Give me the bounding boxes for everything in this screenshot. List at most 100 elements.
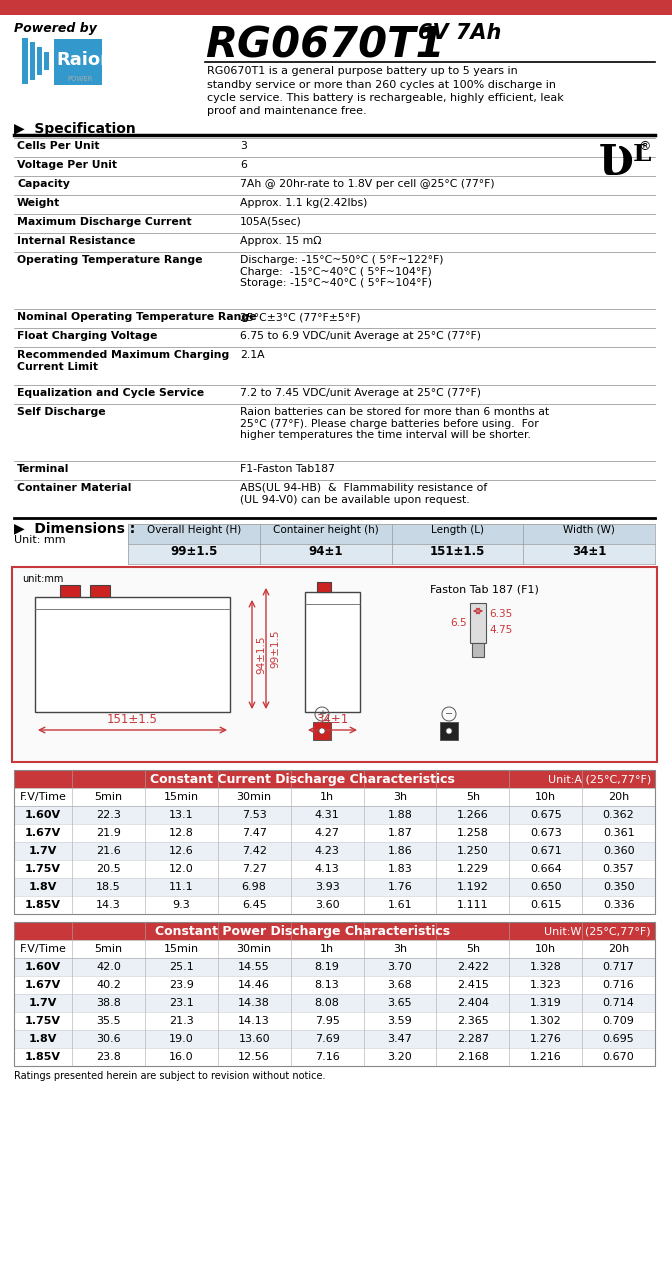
Text: 99±1.5: 99±1.5 bbox=[270, 630, 280, 668]
Text: Raion: Raion bbox=[56, 51, 113, 69]
Bar bbox=[14, 860, 655, 878]
Text: 14.38: 14.38 bbox=[239, 998, 270, 1009]
Text: Faston Tab 187 (F1): Faston Tab 187 (F1) bbox=[430, 585, 539, 595]
Text: 13.60: 13.60 bbox=[239, 1034, 270, 1044]
Text: Discharge: -15°C~50°C ( 5°F~122°F)
Charge:  -15°C~40°C ( 5°F~104°F)
Storage: -15: Discharge: -15°C~50°C ( 5°F~122°F) Charg… bbox=[240, 255, 444, 288]
Bar bbox=[60, 585, 80, 596]
Text: 30min: 30min bbox=[237, 792, 271, 803]
Text: 0.709: 0.709 bbox=[603, 1016, 634, 1027]
Bar bbox=[14, 922, 655, 940]
Text: 7Ah @ 20hr-rate to 1.8V per cell @25°C (77°F): 7Ah @ 20hr-rate to 1.8V per cell @25°C (… bbox=[240, 179, 495, 189]
Text: Operating Temperature Range: Operating Temperature Range bbox=[17, 255, 202, 265]
Text: −: − bbox=[445, 709, 453, 719]
Text: 7.95: 7.95 bbox=[314, 1016, 339, 1027]
Text: Width (W): Width (W) bbox=[563, 525, 615, 535]
Text: Capacity: Capacity bbox=[17, 179, 70, 189]
Text: 3.65: 3.65 bbox=[388, 998, 412, 1009]
Text: 7.42: 7.42 bbox=[242, 846, 267, 856]
Text: 1.266: 1.266 bbox=[457, 810, 489, 820]
Text: 40.2: 40.2 bbox=[96, 980, 121, 989]
Text: 1.86: 1.86 bbox=[388, 846, 413, 856]
Text: 1.111: 1.111 bbox=[457, 900, 489, 910]
Bar bbox=[30, 42, 35, 79]
Text: 3.20: 3.20 bbox=[388, 1052, 413, 1062]
Text: 151±1.5: 151±1.5 bbox=[429, 545, 485, 558]
Text: 0.716: 0.716 bbox=[603, 980, 634, 989]
Bar bbox=[14, 896, 655, 914]
Bar bbox=[54, 38, 102, 84]
Text: ®: ® bbox=[638, 140, 650, 154]
Text: Ʋᴸ: Ʋᴸ bbox=[597, 142, 653, 184]
Text: 25.1: 25.1 bbox=[169, 963, 194, 972]
Text: 3.93: 3.93 bbox=[314, 882, 339, 892]
Text: 21.9: 21.9 bbox=[96, 828, 121, 838]
Bar bbox=[12, 567, 657, 762]
Text: 2.422: 2.422 bbox=[457, 963, 489, 972]
Text: 15min: 15min bbox=[164, 792, 199, 803]
Text: 1.276: 1.276 bbox=[530, 1034, 562, 1044]
Text: 7.53: 7.53 bbox=[242, 810, 267, 820]
Text: Equalization and Cycle Service: Equalization and Cycle Service bbox=[17, 388, 204, 398]
Text: 14.3: 14.3 bbox=[96, 900, 121, 910]
Bar bbox=[14, 975, 655, 995]
Text: Unit:W (25°C,77°F): Unit:W (25°C,77°F) bbox=[544, 925, 651, 936]
Text: 0.673: 0.673 bbox=[530, 828, 562, 838]
Text: 1.87: 1.87 bbox=[388, 828, 413, 838]
Text: 7.16: 7.16 bbox=[314, 1052, 339, 1062]
Text: 6: 6 bbox=[240, 160, 247, 170]
Text: 1.192: 1.192 bbox=[457, 882, 489, 892]
Text: 2.168: 2.168 bbox=[457, 1052, 489, 1062]
Text: 4.23: 4.23 bbox=[314, 846, 339, 856]
Text: 23.9: 23.9 bbox=[169, 980, 194, 989]
Text: 14.13: 14.13 bbox=[239, 1016, 270, 1027]
Text: 20h: 20h bbox=[608, 945, 629, 954]
Text: 105A(5sec): 105A(5sec) bbox=[240, 218, 302, 227]
Bar bbox=[14, 842, 655, 860]
Text: ABS(UL 94-HB)  &  Flammability resistance of
(UL 94-V0) can be available upon re: ABS(UL 94-HB) & Flammability resistance … bbox=[240, 483, 487, 504]
Text: 1.76: 1.76 bbox=[388, 882, 413, 892]
Text: 0.664: 0.664 bbox=[530, 864, 562, 874]
Text: Container height (h): Container height (h) bbox=[273, 525, 378, 535]
Text: Constant Power Discharge Characteristics: Constant Power Discharge Characteristics bbox=[155, 924, 450, 937]
Text: ▶  Specification: ▶ Specification bbox=[14, 122, 136, 136]
Text: 1.8V: 1.8V bbox=[29, 1034, 57, 1044]
Text: 13.1: 13.1 bbox=[169, 810, 194, 820]
Bar bbox=[14, 824, 655, 842]
Text: 5h: 5h bbox=[466, 792, 480, 803]
Text: 2.404: 2.404 bbox=[457, 998, 489, 1009]
Text: proof and maintenance free.: proof and maintenance free. bbox=[207, 106, 367, 116]
Text: F.V/Time: F.V/Time bbox=[19, 945, 67, 954]
Bar bbox=[128, 544, 655, 564]
Text: 0.361: 0.361 bbox=[603, 828, 634, 838]
Text: Container Material: Container Material bbox=[17, 483, 131, 493]
Bar bbox=[44, 52, 49, 70]
Text: 0.350: 0.350 bbox=[603, 882, 634, 892]
Text: 34±1: 34±1 bbox=[572, 545, 606, 558]
Text: Constant Current Discharge Characteristics: Constant Current Discharge Characteristi… bbox=[150, 773, 455, 786]
Text: 3.59: 3.59 bbox=[388, 1016, 413, 1027]
Bar bbox=[313, 722, 331, 740]
Text: 3: 3 bbox=[240, 141, 247, 151]
Text: cycle service. This battery is rechargeable, highly efficient, leak: cycle service. This battery is rechargea… bbox=[207, 93, 564, 102]
Bar bbox=[14, 940, 655, 957]
Text: Overall Height (H): Overall Height (H) bbox=[146, 525, 241, 535]
Text: 94±1.5: 94±1.5 bbox=[256, 635, 266, 673]
Text: 1.67V: 1.67V bbox=[25, 980, 61, 989]
Text: 1.75V: 1.75V bbox=[25, 864, 61, 874]
Text: 1.319: 1.319 bbox=[530, 998, 562, 1009]
Text: 21.3: 21.3 bbox=[169, 1016, 194, 1027]
Text: 38.8: 38.8 bbox=[96, 998, 121, 1009]
Text: Cells Per Unit: Cells Per Unit bbox=[17, 141, 99, 151]
Text: 1.216: 1.216 bbox=[530, 1052, 562, 1062]
Text: 4.75: 4.75 bbox=[489, 625, 512, 635]
Text: 1.75V: 1.75V bbox=[25, 1016, 61, 1027]
Text: 25°C±3°C (77°F±5°F): 25°C±3°C (77°F±5°F) bbox=[240, 312, 361, 323]
Bar bbox=[14, 878, 655, 896]
Text: 42.0: 42.0 bbox=[96, 963, 121, 972]
Text: 3h: 3h bbox=[393, 945, 407, 954]
Bar bbox=[305, 591, 360, 712]
Text: 7.69: 7.69 bbox=[314, 1034, 339, 1044]
Text: F.V/Time: F.V/Time bbox=[19, 792, 67, 803]
Text: 0.357: 0.357 bbox=[603, 864, 634, 874]
Text: Powered by: Powered by bbox=[14, 22, 97, 35]
